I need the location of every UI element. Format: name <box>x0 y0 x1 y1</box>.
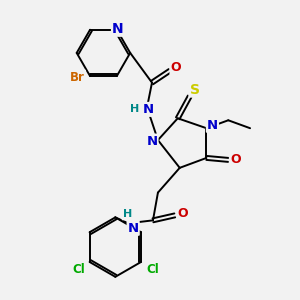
Text: H: H <box>123 209 132 219</box>
Text: Cl: Cl <box>72 263 85 276</box>
Text: S: S <box>190 82 200 97</box>
Text: Br: Br <box>70 70 85 84</box>
Text: O: O <box>230 153 241 167</box>
Text: N: N <box>142 103 154 116</box>
Text: O: O <box>177 207 188 220</box>
Text: N: N <box>207 119 218 132</box>
Text: N: N <box>112 22 124 36</box>
Text: N: N <box>128 222 139 235</box>
Text: Cl: Cl <box>146 263 159 276</box>
Text: H: H <box>130 104 139 114</box>
Text: O: O <box>170 61 181 74</box>
Text: N: N <box>146 135 158 148</box>
